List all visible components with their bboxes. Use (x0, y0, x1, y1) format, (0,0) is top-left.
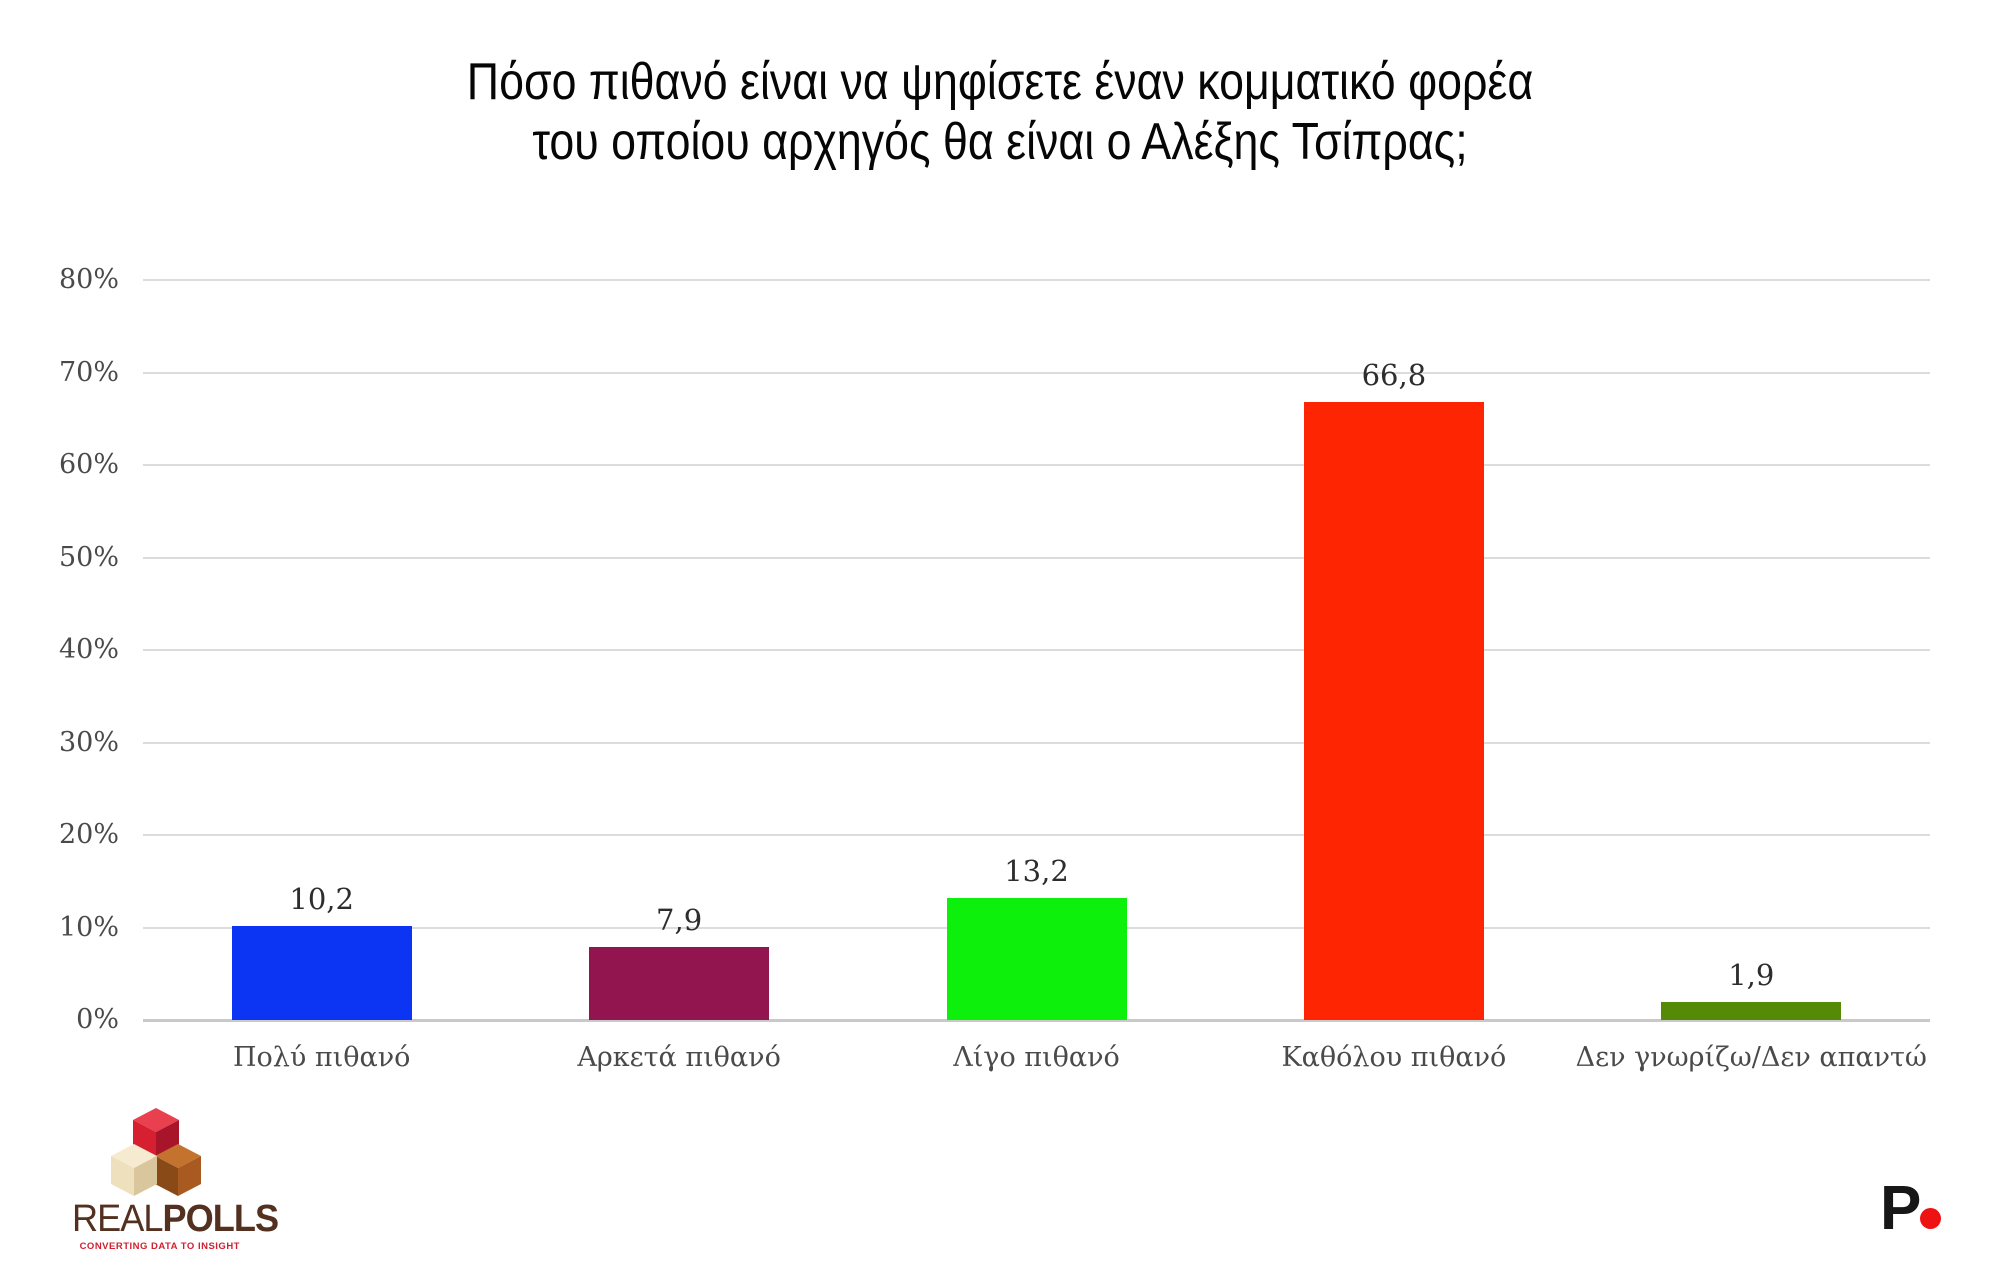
chart-title: Πόσο πιθανό είναι να ψηφίσετε έναν κομμα… (140, 52, 1860, 172)
y-axis-tick-label-40: 40% (58, 633, 119, 665)
bar-value-label-5: 1,9 (1728, 958, 1775, 993)
y-axis-tick-label-50: 50% (58, 541, 119, 573)
realpolls-logo: REALPOLLS CONVERTING DATA TO INSIGHT (72, 1106, 279, 1252)
publisher-logo-red-dot-icon (1920, 1208, 1942, 1229)
chart-title-line1: Πόσο πιθανό είναι να ψηφίσετε έναν κομμα… (466, 53, 1534, 111)
publisher-logo: P (1880, 1178, 1942, 1240)
gridline-20 (143, 834, 1930, 836)
gridline-0 (143, 1019, 1930, 1022)
gridline-70 (143, 371, 1930, 374)
bar-2 (589, 946, 770, 1020)
gridline-60 (143, 464, 1930, 466)
gridline-80 (143, 279, 1930, 281)
bar-5 (1661, 1002, 1842, 1020)
x-axis-category-label-3: Λίγο πιθανό (953, 1042, 1120, 1073)
publisher-logo-letter: P (1880, 1174, 1922, 1243)
cream-cube (111, 1144, 157, 1196)
realpolls-tagline: CONVERTING DATA TO INSIGHT (79, 1241, 240, 1252)
plot-area: 0% 10% 20% 30% 40% 50% 60% 70% 80% 10,2 Πολύ πιθαν… (59, 264, 1930, 1073)
y-axis-tick-label-10: 10% (58, 911, 119, 943)
y-axis-tick-label-0: 0% (76, 1003, 119, 1035)
realpolls-wordmark: REALPOLLS (72, 1198, 279, 1240)
y-axis-tick-label-70: 70% (58, 356, 119, 388)
y-axis-tick-label-60: 60% (58, 448, 119, 480)
gridline-30 (143, 741, 1930, 744)
realpolls-wordmark-real: REAL (72, 1198, 163, 1240)
realpolls-cubes-icon (111, 1108, 201, 1196)
bar-value-label-1: 10,2 (289, 881, 354, 916)
gridline-50 (143, 556, 1930, 559)
gridline-40 (143, 649, 1930, 651)
bar-value-label-2: 7,9 (656, 902, 703, 937)
x-axis-category-label-1: Πολύ πιθανό (232, 1042, 411, 1073)
x-axis-category-label-2: Αρκετά πιθανό (577, 1042, 781, 1073)
bar-value-label-3: 13,2 (1004, 853, 1069, 888)
y-axis-tick-label-20: 20% (58, 818, 119, 850)
realpolls-wordmark-polls: POLLS (162, 1198, 280, 1240)
x-axis-category-label-5: Δεν γνωρίζω/Δεν απαντώ (1575, 1042, 1927, 1073)
bar-3 (946, 897, 1127, 1020)
chart-title-line2: του οποίου αρχηγός θα είναι ο Αλέξης Τσί… (532, 113, 1468, 171)
orange-cube (155, 1144, 201, 1196)
bar-value-label-4: 66,8 (1361, 358, 1427, 393)
x-axis-category-label-4: Καθόλου πιθανό (1281, 1042, 1507, 1073)
bar-4 (1303, 402, 1484, 1020)
bar-1 (231, 925, 412, 1020)
y-axis-tick-label-80: 80% (58, 263, 119, 295)
y-axis-tick-label-30: 30% (58, 726, 119, 758)
